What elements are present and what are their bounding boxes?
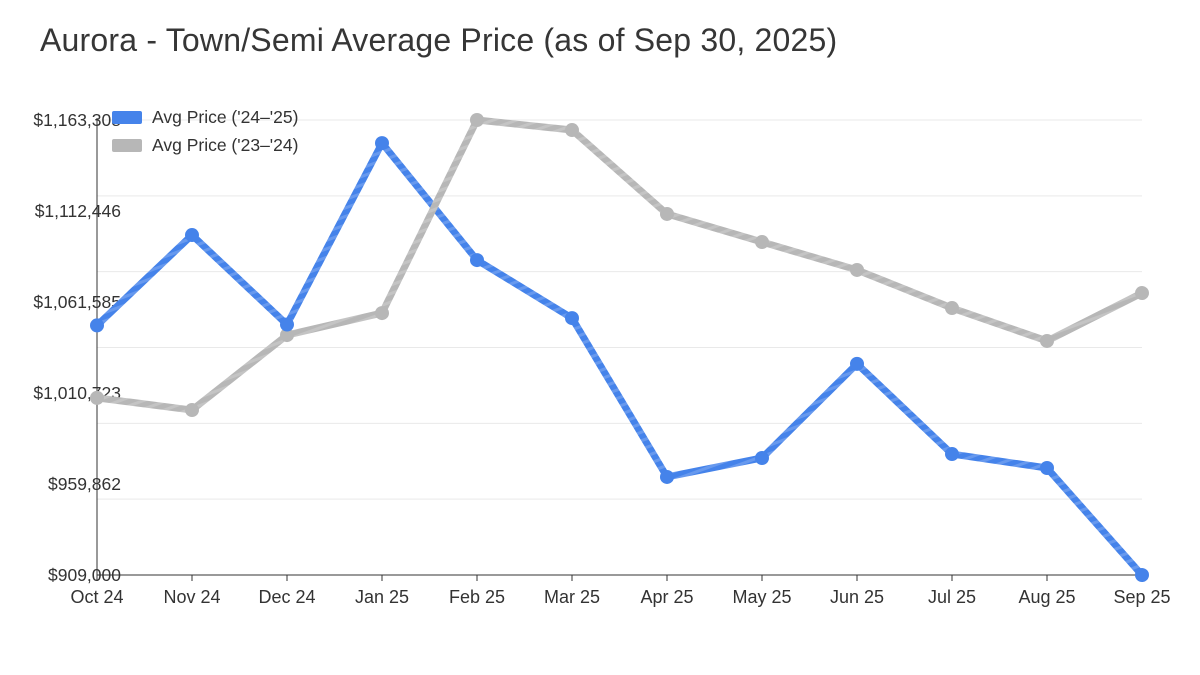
y-axis-label: $959,862: [48, 474, 121, 494]
chart-title: Aurora - Town/Semi Average Price (as of …: [40, 22, 838, 58]
legend-label-23-24: Avg Price ('23–'24): [152, 135, 299, 155]
data-point-series-0: [90, 318, 104, 333]
data-point-series-1: [850, 262, 864, 277]
data-point-series-1: [1040, 333, 1054, 348]
legend-item-23-24: Avg Price ('23–'24): [112, 133, 298, 158]
data-point-series-0: [660, 469, 674, 484]
x-axis-label: Oct 24: [70, 587, 123, 607]
x-axis-label: Apr 25: [640, 587, 693, 607]
data-point-series-1: [280, 328, 294, 343]
x-axis-label: Nov 24: [163, 587, 220, 607]
data-point-series-1: [1135, 286, 1149, 301]
data-point-series-0: [375, 136, 389, 151]
data-point-series-0: [565, 311, 579, 326]
x-axis-label: Aug 25: [1018, 587, 1075, 607]
legend-swatch-24-25: [112, 111, 142, 124]
legend: Avg Price ('24–'25) Avg Price ('23–'24): [112, 105, 298, 158]
y-axis-label: $909,000: [48, 565, 121, 585]
data-point-series-0: [850, 356, 864, 371]
data-point-series-0: [1135, 568, 1149, 582]
x-axis-label: Jan 25: [355, 587, 409, 607]
data-point-series-0: [280, 317, 294, 332]
data-point-series-1: [660, 206, 674, 221]
data-point-series-1: [565, 123, 579, 138]
y-axis-label: $1,163,308: [33, 110, 121, 130]
data-point-series-0: [1040, 461, 1054, 476]
legend-label-24-25: Avg Price ('24–'25): [152, 107, 299, 127]
x-axis-label: Mar 25: [544, 587, 600, 607]
x-axis-label: Jun 25: [830, 587, 884, 607]
x-axis-label: Feb 25: [449, 587, 505, 607]
data-point-series-0: [945, 447, 959, 462]
data-point-series-0: [755, 450, 769, 465]
data-point-series-0: [470, 253, 484, 268]
x-axis-label: Dec 24: [258, 587, 315, 607]
data-point-series-1: [375, 306, 389, 321]
data-point-series-1: [945, 301, 959, 316]
x-axis-label: May 25: [732, 587, 791, 607]
legend-swatch-23-24: [112, 139, 142, 152]
data-point-series-1: [90, 390, 104, 405]
series-line-1: [93, 116, 1146, 414]
legend-item-24-25: Avg Price ('24–'25): [112, 105, 298, 130]
data-point-series-1: [755, 235, 769, 250]
x-axis-label: Sep 25: [1113, 587, 1170, 607]
y-axis-label: $1,061,585: [33, 292, 121, 312]
y-axis-label: $1,112,446: [35, 201, 121, 221]
data-point-series-1: [185, 403, 199, 418]
x-axis-label: Jul 25: [928, 587, 976, 607]
data-point-series-1: [470, 113, 484, 127]
series-line-0: [93, 139, 1146, 579]
data-point-series-0: [185, 228, 199, 243]
